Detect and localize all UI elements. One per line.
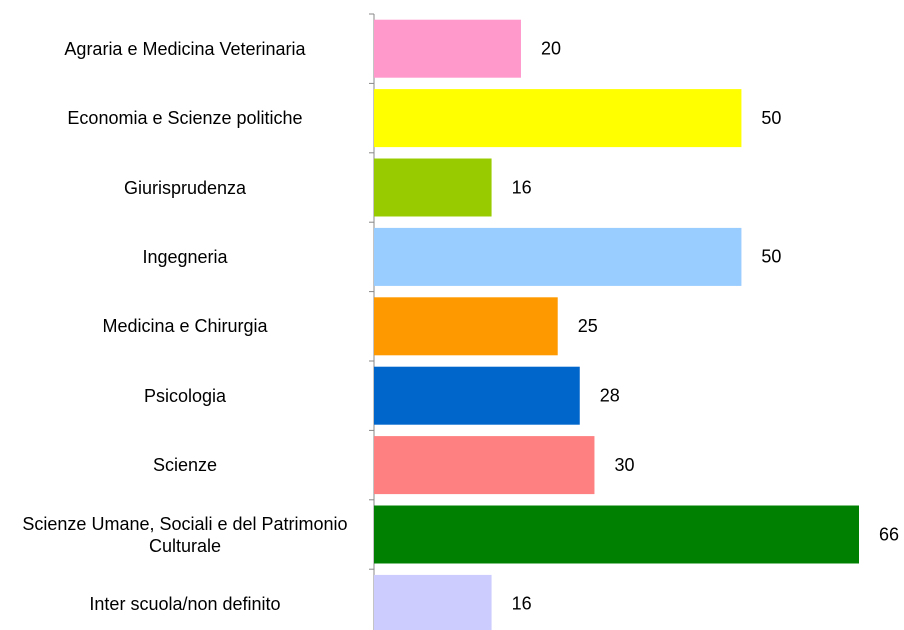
- value-label: 50: [761, 108, 781, 128]
- category-label: Psicologia: [143, 385, 227, 406]
- bar: [374, 297, 558, 356]
- value-label: 20: [541, 38, 561, 58]
- bar: [374, 574, 492, 630]
- category-label: Scienze Umane, Sociali e del Patrimonio …: [22, 513, 348, 556]
- bar: [374, 227, 742, 286]
- value-label: 66: [879, 524, 899, 544]
- bar: [374, 366, 580, 425]
- bar: [374, 505, 859, 564]
- category-label: Agraria e Medicina Veterinaria: [64, 38, 306, 59]
- value-label: 16: [512, 177, 532, 197]
- bar: [374, 89, 742, 148]
- value-label: 28: [600, 385, 620, 405]
- category-label: Ingegneria: [142, 246, 228, 267]
- value-label: 25: [578, 316, 598, 336]
- bar: [374, 436, 595, 495]
- category-label: Scienze: [152, 455, 218, 476]
- bar: [374, 158, 492, 217]
- bar: [374, 19, 521, 78]
- value-label: 16: [512, 594, 532, 614]
- category-label: Economia e Scienze politiche: [67, 108, 303, 129]
- value-label: 30: [614, 455, 634, 475]
- value-label: 50: [761, 247, 781, 267]
- category-label: Giurisprudenza: [123, 177, 247, 198]
- category-label: Medicina e Chirurgia: [102, 316, 268, 337]
- category-label: Inter scuola/non definito: [89, 593, 281, 614]
